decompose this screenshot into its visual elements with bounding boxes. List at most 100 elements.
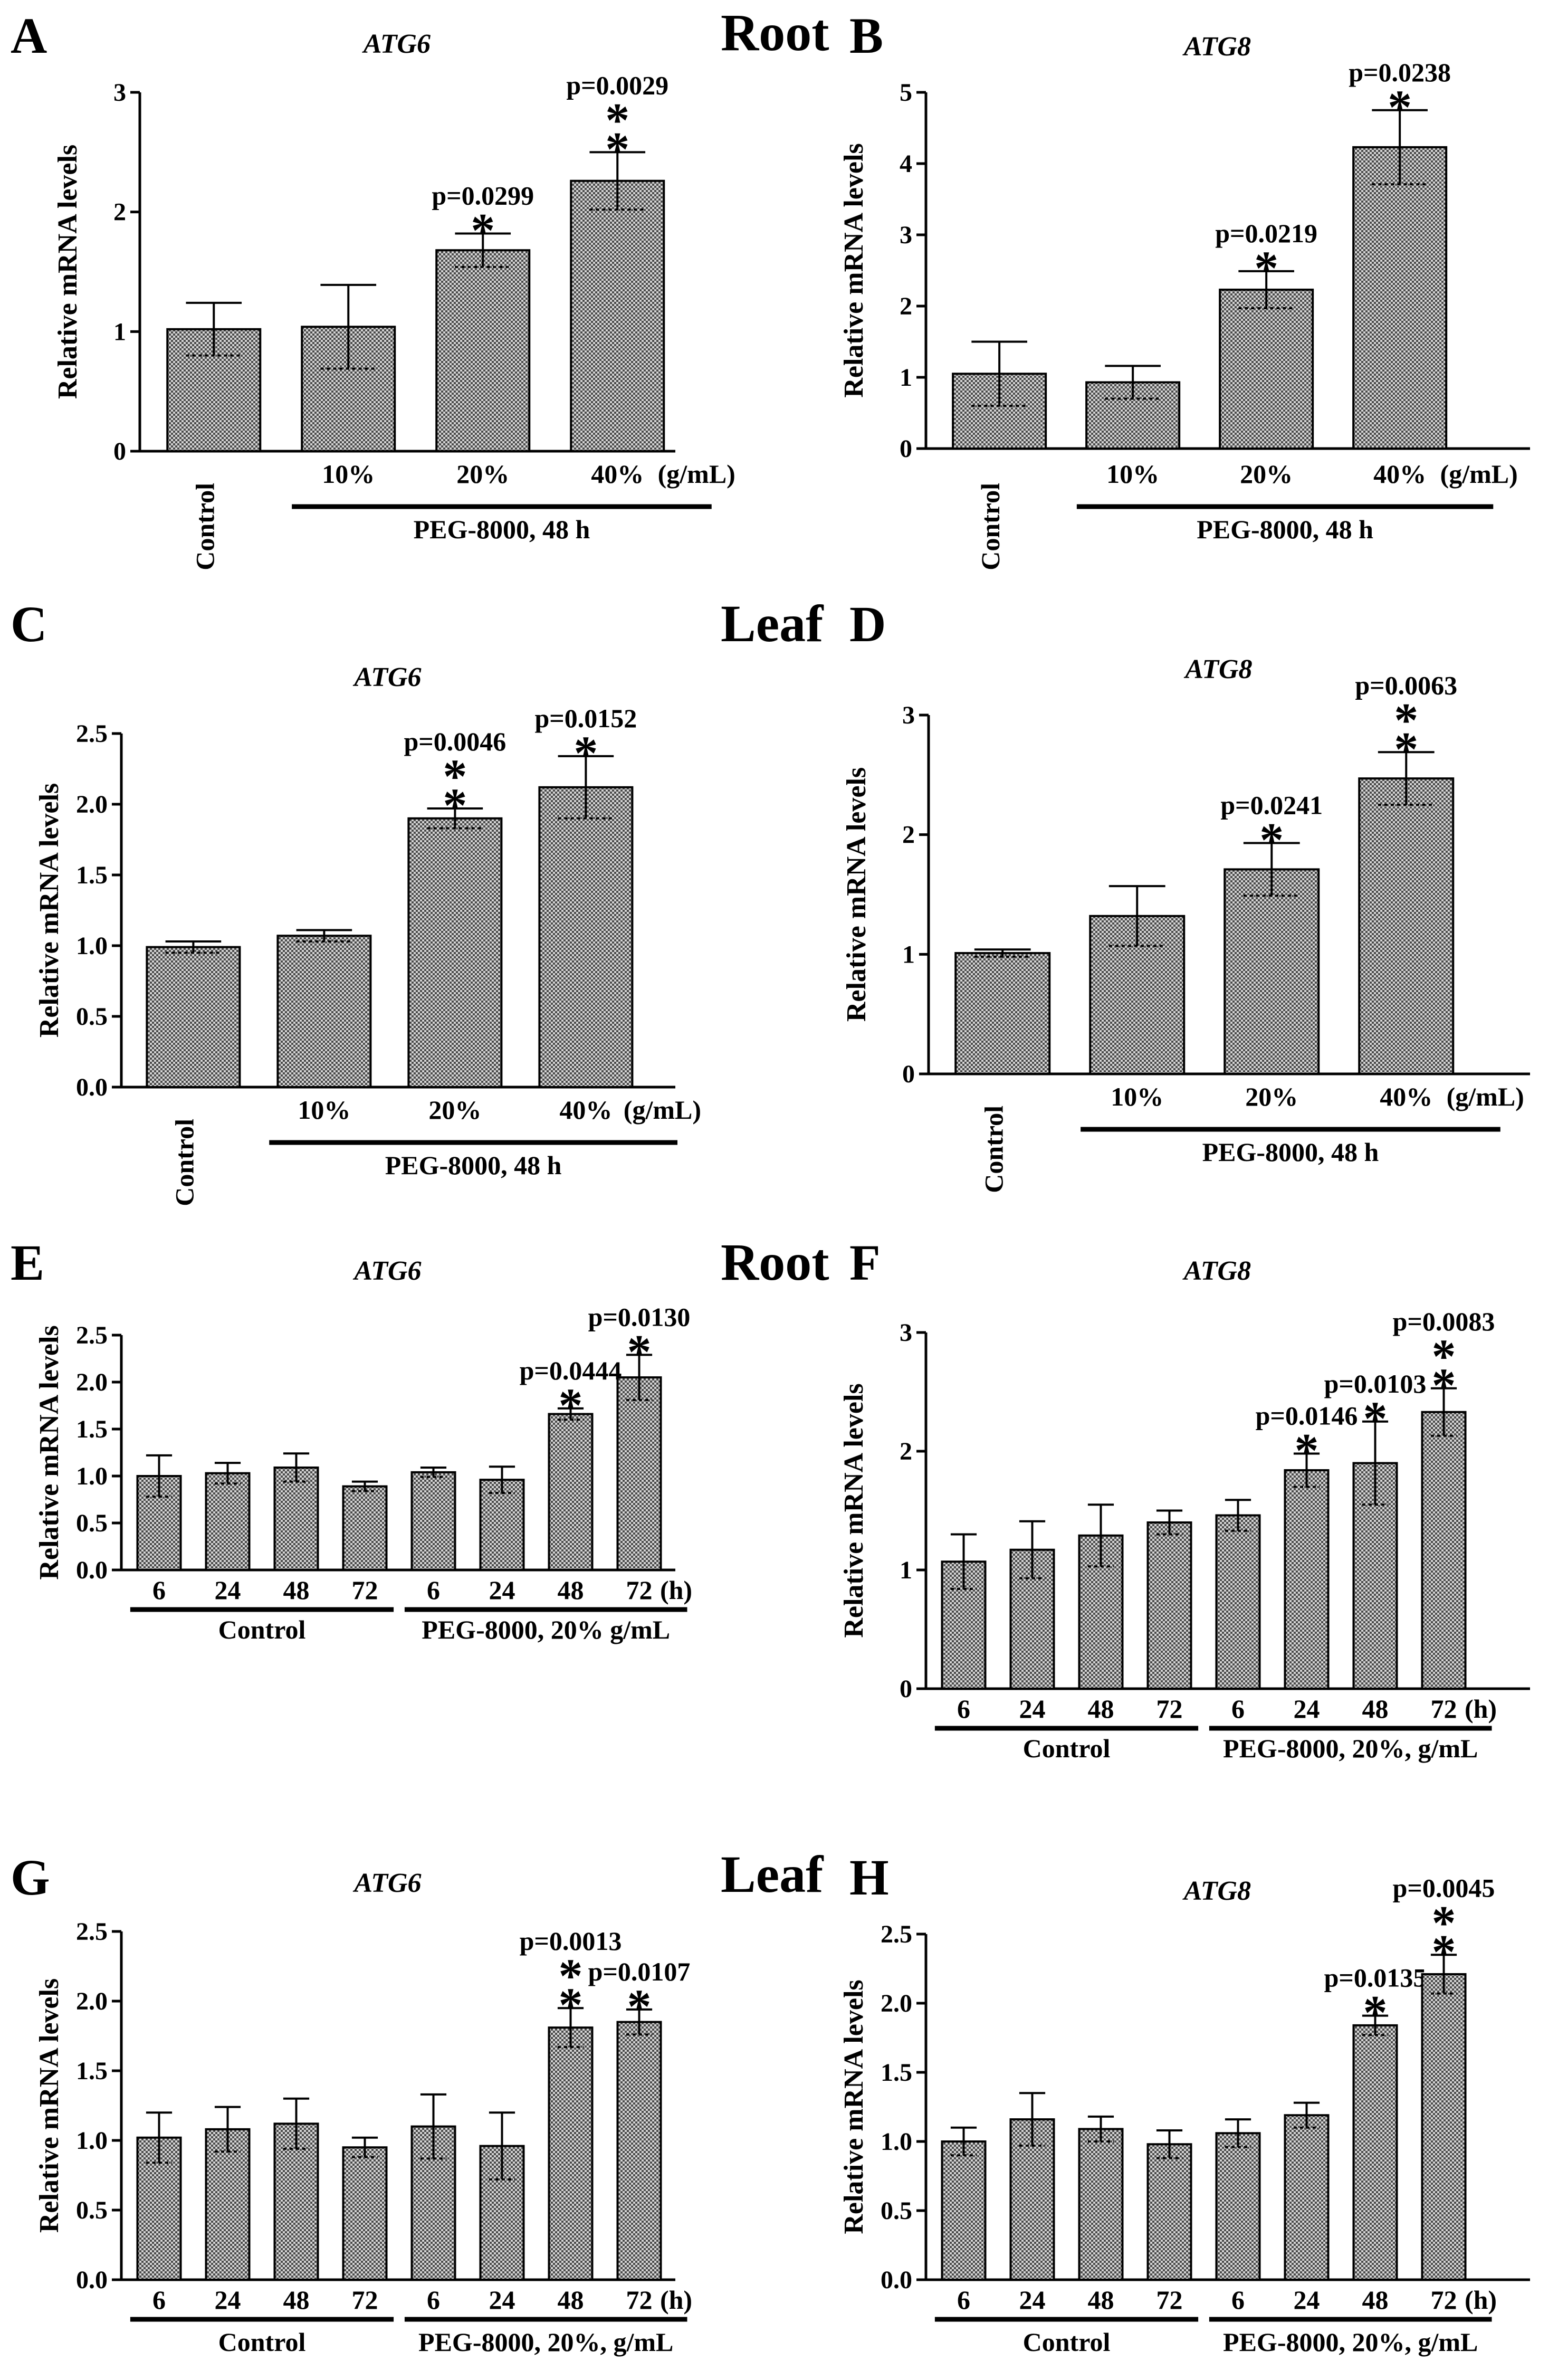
panel-a-p-value: p=0.0299 (432, 180, 534, 210)
panel-f-units-label: (h) (1465, 1694, 1497, 1724)
panel-c-y-axis-label: Relative mRNA levels (34, 783, 64, 1037)
panel-d-y-tick-label: 1 (902, 940, 915, 968)
panel-g-category-label: 72 (352, 2285, 378, 2315)
panel-a-category-label: 10% (322, 459, 375, 489)
panel-d-y-tick-label: 3 (902, 701, 915, 729)
panel-f-bar (1421, 1411, 1467, 1690)
panel-a-y-tick-label: 0 (113, 437, 126, 465)
panel-a-y-axis-label: Relative mRNA levels (53, 145, 83, 399)
panel-f-significance-star: * (1432, 1329, 1456, 1383)
panel-d-letter: D (849, 596, 886, 652)
panel-g-y-tick-label: 0.0 (76, 2266, 108, 2294)
panel-b-y-axis-label: Relative mRNA levels (839, 143, 869, 397)
panel-g-title: ATG6 (352, 1868, 421, 1898)
panel-c: C ATG6 Relative mRNA levels 0.0 0.5 1.0 1.5 2.0… (11, 596, 701, 1206)
panel-f-significance-star: * (1432, 1358, 1456, 1412)
panel-b-units-label: (g/mL) (1440, 459, 1518, 489)
panel-f-p-value: p=0.0083 (1393, 1307, 1495, 1336)
panel-d-category-label: 40% (1380, 1082, 1432, 1111)
panel-e-y-tick-label: 0.5 (76, 1509, 108, 1537)
section-label-leaf-2: Leaf (721, 1845, 824, 1903)
panel-h-y-tick-label: 1.5 (881, 2059, 912, 2087)
panel-b-y-tick-label: 1 (900, 364, 912, 392)
panel-f-letter: F (849, 1234, 881, 1291)
panel-g-y-tick-label: 1.0 (76, 2127, 108, 2155)
panel-f-group-label: Control (1023, 1734, 1111, 1763)
panel-g-p-value: p=0.0107 (588, 1957, 691, 1986)
panel-a-category-label: 40% (591, 459, 644, 489)
panel-h-category-label: 24 (1294, 2285, 1320, 2315)
panel-d-category-label: 20% (1245, 1082, 1298, 1111)
panel-f-p-value: p=0.0146 (1256, 1401, 1358, 1431)
panel-c-title: ATG6 (352, 662, 421, 692)
panel-c-y-tick-label: 0.5 (76, 1003, 108, 1031)
panel-h-bar (1352, 2024, 1398, 2281)
panel-a-group-label: PEG-8000, 48 h (414, 515, 590, 544)
panel-b-significance-star: * (1254, 241, 1278, 295)
panel-f-p-value: p=0.0103 (1324, 1369, 1427, 1398)
panel-e: E ATG6 Relative mRNA levels 0.0 0.5 1.0 1.5 2.0… (11, 1234, 692, 1644)
panel-g-category-label: 48 (283, 2285, 310, 2315)
panel-e-group-label: PEG-8000, 20% g/mL (422, 1615, 670, 1644)
panel-h-category-label: 24 (1019, 2285, 1046, 2315)
panel-e-p-value: p=0.0444 (520, 1356, 622, 1385)
panel-f-category-label: 24 (1294, 1694, 1320, 1724)
panel-g-bar (342, 2146, 388, 2281)
panel-h-bar (1078, 2128, 1124, 2281)
panel-d-y-tick-label: 2 (902, 821, 915, 849)
panel-g-group-label: Control (218, 2327, 306, 2357)
panel-b-y-tick-label: 2 (900, 292, 912, 320)
panel-h-bar (1215, 2132, 1261, 2281)
panel-f-significance-star: * (1363, 1392, 1388, 1445)
panel-e-y-tick-label: 1.0 (76, 1462, 108, 1490)
panel-h-bar (941, 2140, 987, 2281)
panel-a-title: ATG6 (362, 29, 431, 59)
panel-e-y-axis-label: Relative mRNA levels (34, 1325, 64, 1579)
panel-g-y-axis-label: Relative mRNA levels (34, 1978, 64, 2233)
panel-g-category-label: 6 (152, 2285, 166, 2315)
panel-d: D ATG8 Relative mRNA levels 0 1 2 3 Control 10% *… (842, 596, 1530, 1193)
panel-e-bar (205, 1472, 251, 1571)
panel-h-category-label: 48 (1088, 2285, 1114, 2315)
panel-c-units-label: (g/mL) (624, 1095, 701, 1125)
panel-c-significance-star: * (443, 778, 467, 832)
panel-c-bar (538, 786, 634, 1088)
panel-h-letter: H (849, 1849, 889, 1906)
panel-a-category-label: 20% (456, 459, 509, 489)
panel-f-category-label: 48 (1362, 1694, 1389, 1724)
panel-e-bar (410, 1471, 456, 1571)
panel-g-y-tick-label: 2.5 (76, 1918, 108, 1946)
panel-d-units-label: (g/mL) (1447, 1082, 1524, 1111)
panel-b-bar (1352, 146, 1448, 450)
panel-e-category-label: 48 (283, 1575, 310, 1605)
panel-h: H ATG8 Relative mRNA levels 0.0 0.5 1.0 1.5 2.0… (839, 1849, 1530, 2357)
panel-b-category-label: 40% (1373, 459, 1426, 489)
panel-h-category-label: 6 (957, 2285, 970, 2315)
panel-f-category-label: 48 (1088, 1694, 1114, 1724)
panel-f-bar (1284, 1469, 1330, 1690)
panel-e-y-tick-label: 1.5 (76, 1415, 108, 1443)
panel-d-significance-star: * (1394, 722, 1418, 776)
panel-c-bar (407, 817, 503, 1089)
panel-h-p-value: p=0.0135 (1324, 1963, 1427, 1993)
panel-c-significance-star: * (443, 749, 467, 803)
panel-c-category-label: 10% (298, 1095, 350, 1125)
panel-g-bar (548, 2026, 594, 2281)
section-label-root-2: Root (721, 1233, 829, 1291)
panel-e-category-label: 48 (558, 1575, 584, 1605)
panel-g-significance-star: * (559, 1949, 583, 2003)
panel-e-units-label: (h) (660, 1575, 692, 1605)
panel-a-letter: A (11, 7, 47, 64)
panel-e-significance-star: * (559, 1378, 583, 1432)
panel-e-bar (273, 1466, 319, 1571)
panel-b-y-tick-label: 5 (900, 79, 912, 107)
panel-h-y-tick-label: 2.5 (881, 1920, 912, 1948)
panel-d-significance-star: * (1394, 693, 1418, 747)
panel-d-bar (954, 952, 1051, 1075)
panel-h-y-tick-label: 1.0 (881, 2128, 912, 2156)
panel-c-category-label: Control (169, 1119, 199, 1206)
panel-h-units-label: (h) (1465, 2285, 1497, 2315)
panel-g-category-label: 24 (489, 2285, 515, 2315)
